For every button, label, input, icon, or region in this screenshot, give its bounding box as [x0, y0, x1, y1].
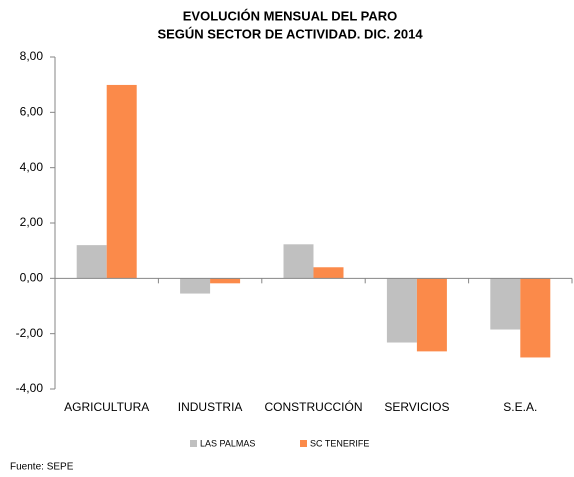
- bar: [180, 278, 211, 294]
- y-tick-label: 6,00: [20, 105, 44, 119]
- bar: [520, 278, 551, 358]
- y-tick-label: -2,00: [16, 326, 44, 340]
- bar: [106, 84, 137, 279]
- bar: [490, 278, 521, 330]
- legend-swatch: [300, 440, 307, 447]
- bar: [313, 267, 344, 279]
- bar: [416, 278, 447, 352]
- legend-swatch: [190, 440, 197, 447]
- y-tick-label: 4,00: [20, 160, 44, 174]
- y-tick-label: 8,00: [20, 49, 44, 63]
- x-tick-label: S.E.A.: [503, 400, 537, 414]
- source-note: Fuente: SEPE: [10, 462, 74, 473]
- y-tick-label: 0,00: [20, 271, 44, 285]
- bar: [386, 278, 417, 343]
- x-tick-label: AGRICULTURA: [64, 400, 149, 414]
- legend-label: SC TENERIFE: [310, 438, 369, 448]
- x-tick-label: INDUSTRIA: [178, 400, 243, 414]
- chart-title: EVOLUCIÓN MENSUAL DEL PARO: [183, 8, 398, 23]
- y-tick-label: -4,00: [16, 381, 44, 395]
- chart-subtitle: SEGÚN SECTOR DE ACTIVIDAD. DIC. 2014: [157, 26, 423, 41]
- y-tick-label: 2,00: [20, 215, 44, 229]
- bar: [210, 278, 241, 284]
- legend-label: LAS PALMAS: [200, 438, 255, 448]
- bar: [76, 245, 107, 279]
- bar: [283, 244, 314, 279]
- x-tick-label: SERVICIOS: [384, 400, 449, 414]
- x-tick-label: CONSTRUCCIÓN: [265, 399, 363, 414]
